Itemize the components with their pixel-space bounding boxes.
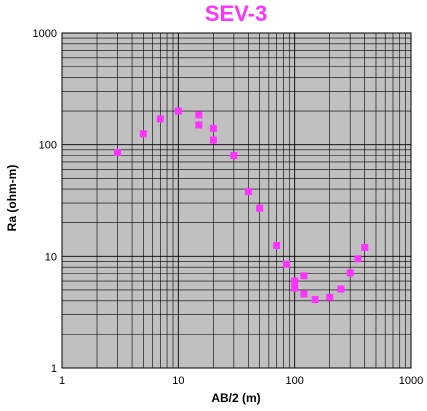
grid-lines	[62, 33, 411, 368]
data-point	[195, 111, 203, 119]
data-point	[256, 204, 264, 212]
data-point	[209, 136, 217, 144]
x-tick-label: 1000	[399, 375, 423, 387]
y-tick-label: 1	[51, 363, 57, 375]
x-tick-label: 1	[59, 375, 65, 387]
plot-area	[62, 33, 411, 368]
data-point	[361, 243, 369, 251]
y-axis-label: Ra (ohm-m)	[5, 165, 19, 232]
data-point	[114, 149, 122, 157]
y-tick-label: 10	[45, 251, 57, 263]
x-tick-label: 10	[172, 375, 184, 387]
data-point	[300, 272, 308, 280]
data-point	[174, 107, 182, 115]
data-point	[291, 277, 299, 285]
data-point	[156, 115, 164, 123]
data-point	[282, 260, 290, 268]
y-tick-labels: 1 10 100 1000	[33, 28, 57, 375]
data-points	[114, 107, 369, 304]
data-point	[326, 293, 334, 301]
chart-title: SEV-3	[205, 1, 267, 26]
x-axis-label: AB/2 (m)	[211, 391, 260, 405]
data-point	[230, 151, 238, 159]
y-tick-label: 1000	[33, 28, 57, 40]
data-point	[209, 124, 217, 132]
data-point	[346, 269, 354, 277]
data-point	[337, 285, 345, 293]
data-point	[273, 242, 281, 250]
data-point	[354, 255, 362, 263]
plot-border	[61, 32, 412, 369]
data-point	[300, 290, 308, 298]
data-point	[139, 130, 147, 138]
data-point	[244, 188, 252, 196]
y-tick-label: 100	[39, 140, 57, 152]
data-point	[311, 296, 319, 304]
data-point	[291, 284, 299, 292]
x-tick-labels: 1 10 100 1000	[59, 375, 423, 387]
x-tick-label: 100	[285, 375, 303, 387]
data-point	[195, 121, 203, 129]
